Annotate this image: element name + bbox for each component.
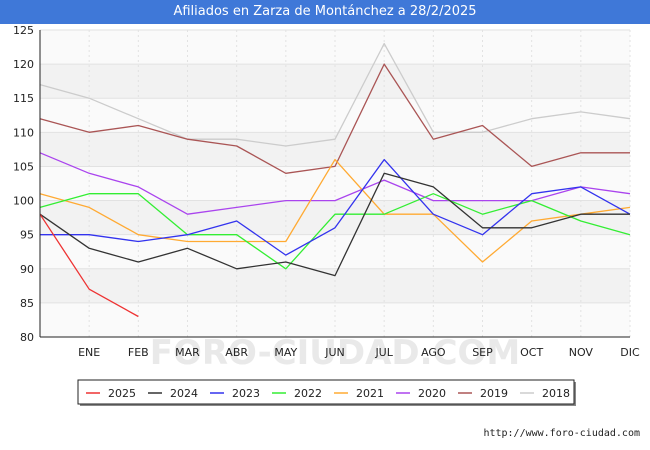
- legend-label-2019: 2019: [480, 387, 508, 400]
- legend-label-2024: 2024: [170, 387, 198, 400]
- x-tick-labels: ENE FEB MAR ABR MAY JUN JUL AGO SEP OCT NOV DIC: [78, 346, 640, 359]
- x-tick-label: AGO: [421, 346, 446, 359]
- x-tick-label: JUL: [374, 346, 393, 359]
- footer-url: http://www.foro-ciudad.com: [483, 428, 640, 439]
- series-line-2023: [40, 158, 631, 256]
- x-tick-label: DIC: [620, 346, 640, 359]
- x-tick-label: FEB: [128, 346, 149, 359]
- y-tick-label: 105: [13, 160, 34, 173]
- legend-label-2020: 2020: [418, 387, 446, 400]
- series-line-2022: [39, 193, 631, 270]
- y-tick-labels: 80 85 90 95 100 105 110 115 120 125: [13, 24, 34, 344]
- legend: 2025 2024 2023 2022 2021 2020 2019 2018: [77, 379, 576, 406]
- series-line-2019: [39, 63, 630, 174]
- series-line-2021: [39, 158, 631, 263]
- y-tick-label: 95: [20, 229, 34, 242]
- series-line-2025: [39, 213, 139, 318]
- chart-title: Afiliados en Zarza de Montánchez a 28/2/…: [0, 0, 650, 24]
- y-tick-label: 90: [20, 263, 34, 276]
- legend-label-2018: 2018: [542, 387, 570, 400]
- legend-box: [77, 379, 575, 405]
- x-tick-label: NOV: [569, 346, 594, 359]
- legend-label-2022: 2022: [294, 387, 322, 400]
- x-tick-label: MAY: [274, 346, 297, 359]
- series-line-2018: [39, 42, 631, 147]
- legend-label-2025: 2025: [108, 387, 136, 400]
- x-tick-label: ABR: [225, 346, 248, 359]
- x-tick-label: SEP: [472, 346, 493, 359]
- y-tick-label: 80: [20, 331, 34, 344]
- x-tick-label: OCT: [520, 346, 543, 359]
- watermark: FORO-CIUDAD.COM: [150, 333, 521, 373]
- legend-label-2021: 2021: [356, 387, 384, 400]
- y-tick-label: 110: [13, 126, 34, 139]
- y-tick-label: 125: [13, 24, 34, 37]
- series-line-2024: [39, 172, 630, 277]
- x-tick-label: ENE: [78, 346, 100, 359]
- x-tick-label: MAR: [175, 346, 200, 359]
- y-tick-label: 120: [13, 58, 34, 71]
- y-tick-label: 85: [20, 297, 34, 310]
- y-tick-label: 115: [13, 92, 34, 105]
- x-tick-label: JUN: [324, 346, 345, 359]
- axes: [39, 30, 630, 338]
- series-lines: [39, 42, 631, 318]
- plot-band: [40, 166, 630, 201]
- y-tick-label: 100: [13, 195, 34, 208]
- legend-label-2023: 2023: [232, 387, 260, 400]
